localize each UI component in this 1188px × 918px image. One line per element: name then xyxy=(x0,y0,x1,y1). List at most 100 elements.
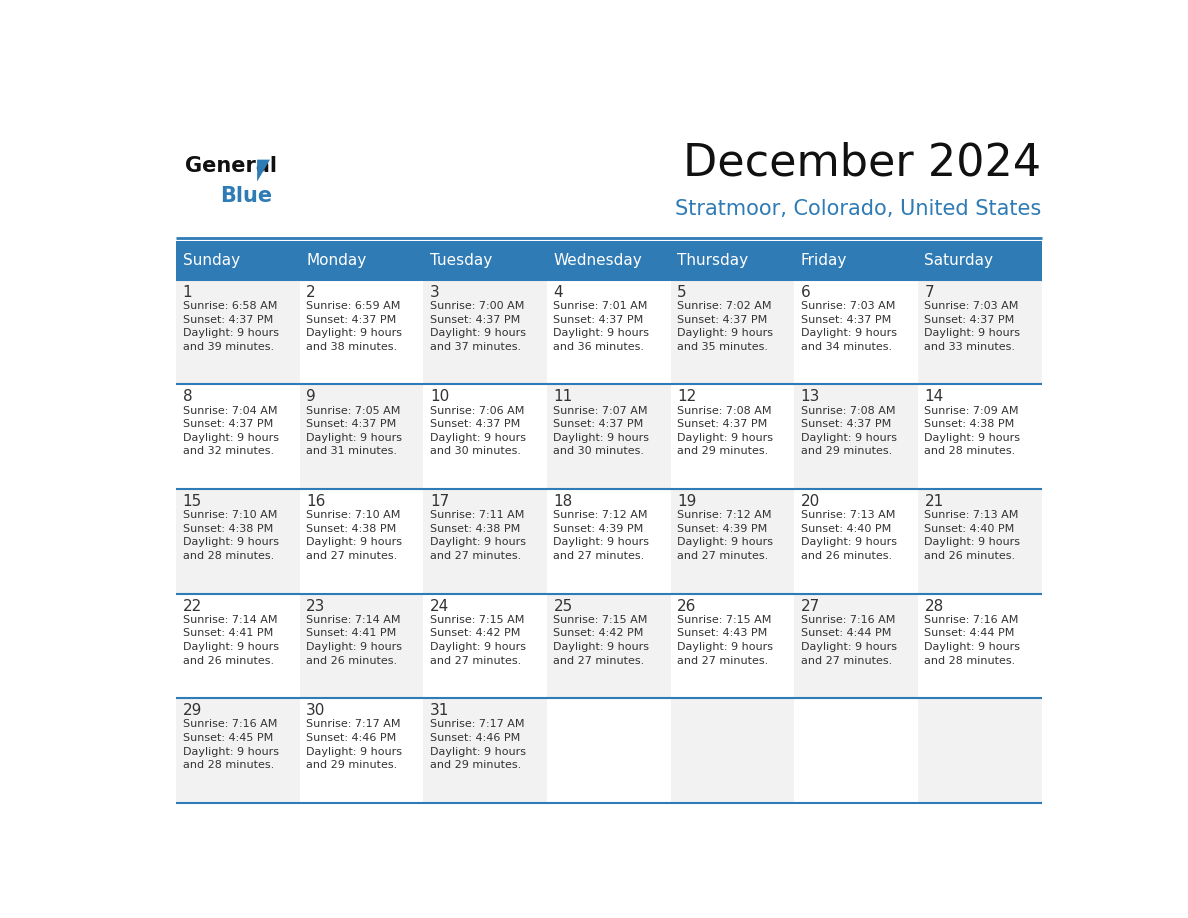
Bar xyxy=(795,241,918,280)
Text: Sunrise: 7:10 AM
Sunset: 4:38 PM
Daylight: 9 hours
and 27 minutes.: Sunrise: 7:10 AM Sunset: 4:38 PM Dayligh… xyxy=(307,510,403,561)
Bar xyxy=(299,385,423,489)
Text: Sunrise: 7:15 AM
Sunset: 4:42 PM
Daylight: 9 hours
and 27 minutes.: Sunrise: 7:15 AM Sunset: 4:42 PM Dayligh… xyxy=(554,615,650,666)
Bar xyxy=(423,241,546,280)
Text: 3: 3 xyxy=(430,285,440,300)
Bar xyxy=(299,594,423,699)
Text: 6: 6 xyxy=(801,285,810,300)
Bar xyxy=(671,489,795,594)
Text: General: General xyxy=(185,156,277,176)
Text: 30: 30 xyxy=(307,703,326,718)
Bar xyxy=(546,489,671,594)
Bar xyxy=(423,489,546,594)
Text: Thursday: Thursday xyxy=(677,252,748,268)
Text: Sunrise: 7:07 AM
Sunset: 4:37 PM
Daylight: 9 hours
and 30 minutes.: Sunrise: 7:07 AM Sunset: 4:37 PM Dayligh… xyxy=(554,406,650,456)
Bar xyxy=(546,385,671,489)
Text: 16: 16 xyxy=(307,494,326,509)
Bar xyxy=(176,241,299,280)
Bar xyxy=(546,241,671,280)
Text: Stratmoor, Colorado, United States: Stratmoor, Colorado, United States xyxy=(675,198,1042,218)
Text: 21: 21 xyxy=(924,494,943,509)
Bar xyxy=(795,699,918,803)
Bar xyxy=(546,280,671,385)
Text: Sunrise: 7:02 AM
Sunset: 4:37 PM
Daylight: 9 hours
and 35 minutes.: Sunrise: 7:02 AM Sunset: 4:37 PM Dayligh… xyxy=(677,301,773,352)
Text: Sunrise: 7:13 AM
Sunset: 4:40 PM
Daylight: 9 hours
and 26 minutes.: Sunrise: 7:13 AM Sunset: 4:40 PM Dayligh… xyxy=(801,510,897,561)
Bar xyxy=(299,489,423,594)
Bar xyxy=(546,699,671,803)
Text: Sunrise: 7:09 AM
Sunset: 4:38 PM
Daylight: 9 hours
and 28 minutes.: Sunrise: 7:09 AM Sunset: 4:38 PM Dayligh… xyxy=(924,406,1020,456)
Text: 10: 10 xyxy=(430,389,449,404)
Text: 5: 5 xyxy=(677,285,687,300)
Bar xyxy=(671,385,795,489)
Bar xyxy=(299,280,423,385)
Bar xyxy=(423,594,546,699)
Bar xyxy=(795,280,918,385)
Bar xyxy=(176,594,299,699)
Text: 11: 11 xyxy=(554,389,573,404)
Bar xyxy=(795,489,918,594)
Text: 7: 7 xyxy=(924,285,934,300)
Text: 28: 28 xyxy=(924,599,943,613)
Text: Tuesday: Tuesday xyxy=(430,252,492,268)
Text: Sunday: Sunday xyxy=(183,252,240,268)
Bar xyxy=(671,241,795,280)
Text: 17: 17 xyxy=(430,494,449,509)
Text: 22: 22 xyxy=(183,599,202,613)
Bar xyxy=(918,241,1042,280)
Text: 9: 9 xyxy=(307,389,316,404)
Text: Sunrise: 7:12 AM
Sunset: 4:39 PM
Daylight: 9 hours
and 27 minutes.: Sunrise: 7:12 AM Sunset: 4:39 PM Dayligh… xyxy=(677,510,773,561)
Text: Sunrise: 7:08 AM
Sunset: 4:37 PM
Daylight: 9 hours
and 29 minutes.: Sunrise: 7:08 AM Sunset: 4:37 PM Dayligh… xyxy=(801,406,897,456)
Text: 2: 2 xyxy=(307,285,316,300)
Bar xyxy=(176,699,299,803)
Text: 29: 29 xyxy=(183,703,202,718)
Text: 4: 4 xyxy=(554,285,563,300)
Text: Sunrise: 7:13 AM
Sunset: 4:40 PM
Daylight: 9 hours
and 26 minutes.: Sunrise: 7:13 AM Sunset: 4:40 PM Dayligh… xyxy=(924,510,1020,561)
Text: Sunrise: 7:17 AM
Sunset: 4:46 PM
Daylight: 9 hours
and 29 minutes.: Sunrise: 7:17 AM Sunset: 4:46 PM Dayligh… xyxy=(307,720,403,770)
Text: 19: 19 xyxy=(677,494,696,509)
Bar xyxy=(795,385,918,489)
Text: 23: 23 xyxy=(307,599,326,613)
Bar xyxy=(918,280,1042,385)
Text: 1: 1 xyxy=(183,285,192,300)
Text: December 2024: December 2024 xyxy=(683,142,1042,185)
Text: 18: 18 xyxy=(554,494,573,509)
Text: Sunrise: 7:17 AM
Sunset: 4:46 PM
Daylight: 9 hours
and 29 minutes.: Sunrise: 7:17 AM Sunset: 4:46 PM Dayligh… xyxy=(430,720,526,770)
Text: 13: 13 xyxy=(801,389,820,404)
Text: 12: 12 xyxy=(677,389,696,404)
Bar xyxy=(671,594,795,699)
Bar xyxy=(176,385,299,489)
Text: Sunrise: 7:05 AM
Sunset: 4:37 PM
Daylight: 9 hours
and 31 minutes.: Sunrise: 7:05 AM Sunset: 4:37 PM Dayligh… xyxy=(307,406,403,456)
Text: Sunrise: 7:14 AM
Sunset: 4:41 PM
Daylight: 9 hours
and 26 minutes.: Sunrise: 7:14 AM Sunset: 4:41 PM Dayligh… xyxy=(183,615,278,666)
Text: 31: 31 xyxy=(430,703,449,718)
Text: Friday: Friday xyxy=(801,252,847,268)
Text: Monday: Monday xyxy=(307,252,366,268)
Bar xyxy=(546,594,671,699)
Bar xyxy=(423,280,546,385)
Text: Sunrise: 6:58 AM
Sunset: 4:37 PM
Daylight: 9 hours
and 39 minutes.: Sunrise: 6:58 AM Sunset: 4:37 PM Dayligh… xyxy=(183,301,278,352)
Text: Sunrise: 7:16 AM
Sunset: 4:44 PM
Daylight: 9 hours
and 28 minutes.: Sunrise: 7:16 AM Sunset: 4:44 PM Dayligh… xyxy=(924,615,1020,666)
Bar xyxy=(918,699,1042,803)
Text: Sunrise: 7:08 AM
Sunset: 4:37 PM
Daylight: 9 hours
and 29 minutes.: Sunrise: 7:08 AM Sunset: 4:37 PM Dayligh… xyxy=(677,406,773,456)
Bar xyxy=(423,385,546,489)
Bar xyxy=(423,699,546,803)
Text: Sunrise: 7:14 AM
Sunset: 4:41 PM
Daylight: 9 hours
and 26 minutes.: Sunrise: 7:14 AM Sunset: 4:41 PM Dayligh… xyxy=(307,615,403,666)
Text: Sunrise: 7:01 AM
Sunset: 4:37 PM
Daylight: 9 hours
and 36 minutes.: Sunrise: 7:01 AM Sunset: 4:37 PM Dayligh… xyxy=(554,301,650,352)
Text: Sunrise: 6:59 AM
Sunset: 4:37 PM
Daylight: 9 hours
and 38 minutes.: Sunrise: 6:59 AM Sunset: 4:37 PM Dayligh… xyxy=(307,301,403,352)
Text: Sunrise: 7:15 AM
Sunset: 4:42 PM
Daylight: 9 hours
and 27 minutes.: Sunrise: 7:15 AM Sunset: 4:42 PM Dayligh… xyxy=(430,615,526,666)
Text: Wednesday: Wednesday xyxy=(554,252,643,268)
Bar xyxy=(795,594,918,699)
Text: 14: 14 xyxy=(924,389,943,404)
Bar xyxy=(299,241,423,280)
Bar xyxy=(671,280,795,385)
Text: Sunrise: 7:03 AM
Sunset: 4:37 PM
Daylight: 9 hours
and 33 minutes.: Sunrise: 7:03 AM Sunset: 4:37 PM Dayligh… xyxy=(924,301,1020,352)
Text: Sunrise: 7:06 AM
Sunset: 4:37 PM
Daylight: 9 hours
and 30 minutes.: Sunrise: 7:06 AM Sunset: 4:37 PM Dayligh… xyxy=(430,406,526,456)
Text: 15: 15 xyxy=(183,494,202,509)
Text: Sunrise: 7:11 AM
Sunset: 4:38 PM
Daylight: 9 hours
and 27 minutes.: Sunrise: 7:11 AM Sunset: 4:38 PM Dayligh… xyxy=(430,510,526,561)
Bar xyxy=(918,594,1042,699)
Text: Sunrise: 7:00 AM
Sunset: 4:37 PM
Daylight: 9 hours
and 37 minutes.: Sunrise: 7:00 AM Sunset: 4:37 PM Dayligh… xyxy=(430,301,526,352)
Bar xyxy=(299,699,423,803)
Text: 27: 27 xyxy=(801,599,820,613)
Text: Sunrise: 7:16 AM
Sunset: 4:45 PM
Daylight: 9 hours
and 28 minutes.: Sunrise: 7:16 AM Sunset: 4:45 PM Dayligh… xyxy=(183,720,278,770)
Text: Sunrise: 7:15 AM
Sunset: 4:43 PM
Daylight: 9 hours
and 27 minutes.: Sunrise: 7:15 AM Sunset: 4:43 PM Dayligh… xyxy=(677,615,773,666)
Text: Sunrise: 7:10 AM
Sunset: 4:38 PM
Daylight: 9 hours
and 28 minutes.: Sunrise: 7:10 AM Sunset: 4:38 PM Dayligh… xyxy=(183,510,278,561)
Bar xyxy=(671,699,795,803)
